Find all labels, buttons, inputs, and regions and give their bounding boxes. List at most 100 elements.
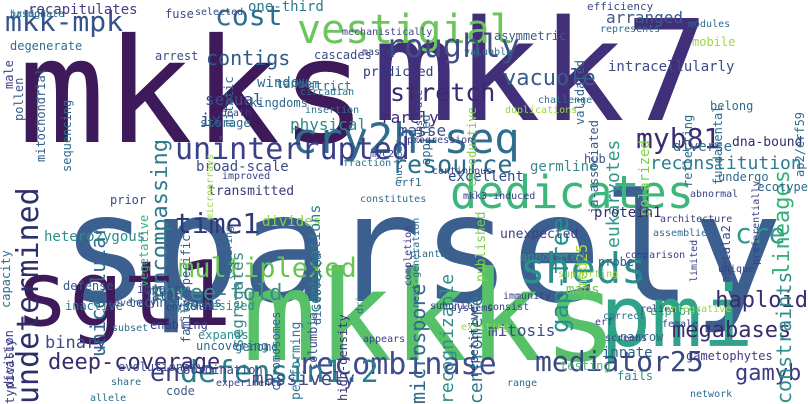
- word-broad-scale: broad-scale: [196, 159, 289, 175]
- word-enriched: enriched: [166, 302, 215, 313]
- word-range: range: [507, 378, 538, 389]
- word-masse: masse: [398, 121, 447, 140]
- word-cry2h-seq: cry2h-seq: [292, 114, 520, 163]
- word-erf1: erf1: [395, 176, 422, 189]
- word-mitosis: mitosis: [488, 321, 556, 340]
- word-technologies: technologies: [128, 296, 222, 311]
- word-hub: hub: [584, 152, 606, 166]
- word-published: published: [474, 211, 489, 283]
- word-heterozygous: heterozygous: [44, 229, 146, 245]
- word-maps: maps: [566, 282, 600, 298]
- word-pollen: pollen: [12, 77, 26, 122]
- word-explore: explore: [650, 304, 701, 318]
- word-fates: fates: [145, 289, 182, 303]
- word-undergo: undergo: [718, 170, 769, 184]
- word-impair: impair: [137, 282, 181, 296]
- word-dedicates: dedicates: [450, 166, 694, 219]
- word-eukaryotes: eukaryotes: [603, 139, 624, 248]
- word-experiments: experiments: [216, 378, 283, 389]
- word-correct: correct: [603, 311, 646, 322]
- word-uncovering: uncovering: [196, 339, 269, 353]
- word-fraction: fraction: [343, 158, 392, 169]
- word-binary: binary: [45, 333, 107, 353]
- word-mkk7: mkk7: [372, 0, 710, 154]
- word-supporting: supporting: [558, 269, 619, 280]
- word-continuous: continuous: [432, 166, 493, 177]
- word-assemblies: assemblies: [653, 228, 714, 239]
- word-duplications: duplications: [505, 105, 578, 116]
- word-roughly: roughly: [385, 27, 520, 65]
- word-code: code: [166, 384, 195, 398]
- word-efficiency: efficiency: [587, 0, 654, 13]
- word-abnormal: abnormal: [690, 189, 739, 200]
- word-dna-bound: dna-bound: [732, 135, 803, 150]
- word-vegetative: vegetative: [137, 214, 151, 287]
- word-mkks: mkks: [18, 8, 368, 177]
- word-annotated: annotated: [520, 250, 586, 264]
- word-high-density: high-density: [336, 314, 350, 402]
- word-insertion: insertion: [305, 105, 360, 116]
- word-cascades: cascades: [314, 48, 372, 62]
- word-sheds: sheds: [520, 244, 647, 293]
- word-evolutionary: evolutionary: [118, 360, 205, 374]
- word-multiplexed: multiplexed: [178, 253, 357, 284]
- word-excellent: excellent: [448, 169, 524, 185]
- word-allele: allele: [90, 393, 127, 404]
- word-subunit: subunit: [430, 301, 473, 312]
- word-myb81: myb81: [636, 122, 721, 155]
- word-time1: time1: [175, 207, 260, 240]
- word-predicted: predicted: [363, 65, 434, 80]
- word-preferentially: preferentially: [751, 180, 762, 265]
- word-genome: genome: [235, 340, 279, 354]
- word-division: division: [2, 329, 16, 388]
- word-gametophytes: gametophytes: [686, 349, 773, 363]
- word-recombinase: recombinase: [298, 347, 497, 382]
- word-mediator25: mediator25: [535, 345, 704, 378]
- word-vestigial: vestigial: [297, 7, 514, 53]
- word-probe: probe: [598, 255, 635, 269]
- word-master: master: [362, 47, 399, 58]
- word-architecture: architecture: [660, 214, 733, 225]
- word-inactive: inactive: [65, 299, 123, 313]
- word-mkk3-induced: mkk3-induced: [463, 191, 536, 202]
- word-physical: physical: [290, 115, 368, 134]
- word-mkk-mpk: mkk-mpk: [5, 5, 124, 38]
- word-fuse: fuse: [165, 7, 194, 21]
- word-selected: selected: [195, 7, 244, 18]
- word-contigs: contigs: [206, 46, 291, 70]
- word-systems: systems: [451, 303, 494, 314]
- word-transmitted: transmitted: [208, 184, 295, 199]
- word-innate: innate: [602, 345, 653, 361]
- word-consist: consist: [487, 302, 530, 313]
- word-family-specific: family-specific: [179, 234, 193, 343]
- word-defensin1-2: defensin1.2: [180, 355, 379, 390]
- word-enabling: enabling: [150, 318, 208, 332]
- word-ja-associated: ja-associated: [587, 119, 601, 214]
- word-reconstitution: reconstitution: [650, 153, 802, 174]
- word-bridge: bridge: [10, 9, 47, 20]
- word-megabases: megabases: [672, 318, 792, 343]
- word-death: death: [221, 108, 252, 119]
- word-integrative: integrative: [665, 304, 732, 315]
- word-progression: progression: [407, 135, 474, 146]
- word-ix: ix: [200, 110, 222, 131]
- word-fundamental: fundamental: [711, 105, 725, 186]
- word-repetitive: repetitive: [467, 305, 481, 378]
- word-unique: unique: [718, 264, 755, 275]
- word-arrest: arrest: [155, 49, 199, 63]
- word-cost: cost: [215, 0, 283, 32]
- word-encompassing: encompassing: [148, 139, 173, 299]
- word-undetermined: undetermined: [11, 187, 46, 404]
- word-strict: strict: [308, 79, 352, 93]
- word-immunity: immunity: [503, 291, 552, 302]
- word-modules: modules: [688, 19, 731, 30]
- word-screens: screens: [605, 333, 648, 344]
- word-nuclear: nuclear: [394, 139, 405, 182]
- word-relies: relies: [640, 304, 677, 315]
- word-vacuole: vacuole: [503, 66, 596, 91]
- word-constitutes: constitutes: [360, 194, 427, 205]
- word-testing: testing: [560, 359, 611, 373]
- word-next-generation: next-generation: [411, 217, 422, 308]
- word-jasmonate: jasmonate: [10, 9, 65, 20]
- word-tandem: tandem: [276, 77, 320, 91]
